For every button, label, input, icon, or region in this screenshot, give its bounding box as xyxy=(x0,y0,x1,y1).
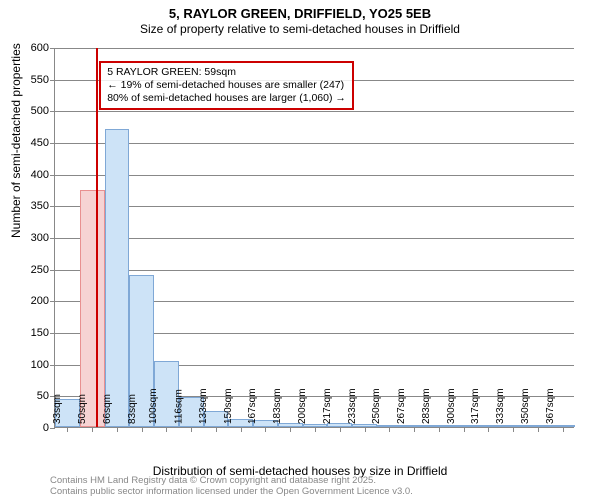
x-tick-label: 66sqm xyxy=(102,394,113,424)
x-tick xyxy=(142,427,143,432)
x-tick xyxy=(117,427,118,432)
annotation-line-3: 80% of semi-detached houses are larger (… xyxy=(107,92,346,105)
x-tick xyxy=(67,427,68,432)
x-tick xyxy=(290,427,291,432)
x-tick-label: 133sqm xyxy=(198,388,209,424)
x-tick xyxy=(414,427,415,432)
gridline xyxy=(55,175,574,176)
y-tick-label: 350 xyxy=(31,200,49,212)
x-tick-label: 200sqm xyxy=(297,388,308,424)
x-tick-label: 150sqm xyxy=(223,388,234,424)
gridline xyxy=(55,48,574,49)
x-tick-label: 267sqm xyxy=(396,388,407,424)
gridline xyxy=(55,206,574,207)
x-tick xyxy=(315,427,316,432)
x-tick-label: 116sqm xyxy=(174,389,185,424)
gridline xyxy=(55,270,574,271)
x-tick-label: 333sqm xyxy=(495,388,506,424)
x-tick xyxy=(464,427,465,432)
y-tick xyxy=(50,48,55,49)
credits-line-2: Contains public sector information licen… xyxy=(50,487,413,498)
x-tick xyxy=(365,427,366,432)
y-tick-label: 450 xyxy=(31,137,49,149)
x-tick xyxy=(340,427,341,432)
x-tick xyxy=(488,427,489,432)
y-tick-label: 100 xyxy=(31,359,49,371)
y-tick-label: 200 xyxy=(31,295,49,307)
plot-area: 05010015020025030035040045050055060033sq… xyxy=(54,48,574,428)
y-axis-title: Number of semi-detached properties xyxy=(9,43,23,238)
x-tick-label: 50sqm xyxy=(77,394,88,424)
x-tick xyxy=(241,427,242,432)
credits-block: Contains HM Land Registry data © Crown c… xyxy=(50,476,413,498)
x-tick-label: 317sqm xyxy=(471,388,482,424)
x-tick-label: 167sqm xyxy=(248,388,259,424)
x-tick xyxy=(439,427,440,432)
y-tick-label: 0 xyxy=(43,422,49,434)
gridline xyxy=(55,143,574,144)
x-tick xyxy=(538,427,539,432)
x-tick-label: 100sqm xyxy=(149,388,160,424)
y-tick-label: 550 xyxy=(31,74,49,86)
x-tick-label: 367sqm xyxy=(545,388,556,424)
y-tick-label: 500 xyxy=(31,105,49,117)
x-tick xyxy=(216,427,217,432)
y-tick-label: 150 xyxy=(31,327,49,339)
y-tick-label: 600 xyxy=(31,42,49,54)
y-tick xyxy=(50,143,55,144)
chart-title-sub: Size of property relative to semi-detach… xyxy=(0,22,600,36)
x-tick xyxy=(166,427,167,432)
x-tick-label: 33sqm xyxy=(52,394,63,424)
x-tick-label: 183sqm xyxy=(272,388,283,424)
y-tick xyxy=(50,365,55,366)
annotation-line-1: 5 RAYLOR GREEN: 59sqm xyxy=(107,66,346,79)
reference-line xyxy=(96,48,98,427)
annotation-box: 5 RAYLOR GREEN: 59sqm← 19% of semi-detac… xyxy=(99,61,354,110)
x-tick xyxy=(265,427,266,432)
y-tick xyxy=(50,270,55,271)
x-tick-label: 283sqm xyxy=(421,388,432,424)
x-tick-label: 250sqm xyxy=(371,388,382,424)
histogram-bar xyxy=(105,129,130,427)
chart-title-main: 5, RAYLOR GREEN, DRIFFIELD, YO25 5EB xyxy=(0,6,600,21)
histogram-bar xyxy=(80,190,105,428)
x-tick xyxy=(92,427,93,432)
y-tick xyxy=(50,333,55,334)
y-tick xyxy=(50,428,55,429)
gridline xyxy=(55,111,574,112)
x-tick-label: 233sqm xyxy=(347,388,358,424)
y-tick-label: 400 xyxy=(31,169,49,181)
chart-title-block: 5, RAYLOR GREEN, DRIFFIELD, YO25 5EB Siz… xyxy=(0,0,600,36)
y-tick-label: 300 xyxy=(31,232,49,244)
x-tick-label: 83sqm xyxy=(127,394,138,424)
x-tick xyxy=(563,427,564,432)
x-tick xyxy=(389,427,390,432)
y-tick xyxy=(50,111,55,112)
y-tick-label: 50 xyxy=(37,390,49,402)
y-tick-label: 250 xyxy=(31,264,49,276)
y-tick xyxy=(50,238,55,239)
annotation-line-2: ← 19% of semi-detached houses are smalle… xyxy=(107,79,346,92)
x-tick-label: 217sqm xyxy=(322,388,333,424)
y-tick xyxy=(50,206,55,207)
x-tick xyxy=(513,427,514,432)
x-tick xyxy=(191,427,192,432)
y-tick xyxy=(50,175,55,176)
chart-area: 05010015020025030035040045050055060033sq… xyxy=(54,48,574,428)
x-tick-label: 350sqm xyxy=(520,388,531,424)
x-tick-label: 300sqm xyxy=(446,388,457,424)
y-tick xyxy=(50,301,55,302)
y-tick xyxy=(50,80,55,81)
gridline xyxy=(55,238,574,239)
